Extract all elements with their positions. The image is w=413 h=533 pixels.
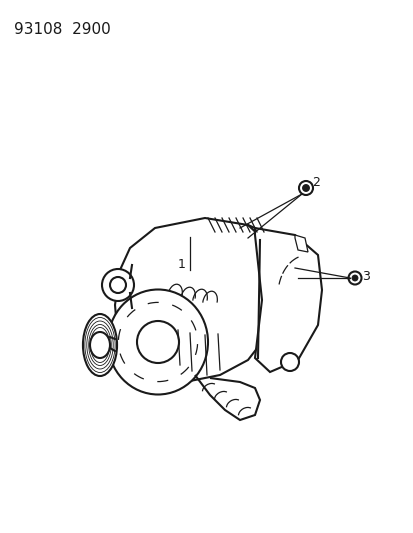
- Text: 93108  2900: 93108 2900: [14, 22, 111, 37]
- Ellipse shape: [137, 321, 178, 363]
- Ellipse shape: [90, 327, 109, 362]
- Text: 1: 1: [178, 257, 185, 271]
- Ellipse shape: [348, 271, 361, 285]
- Ellipse shape: [87, 321, 113, 369]
- Ellipse shape: [108, 289, 207, 394]
- Text: 3: 3: [361, 271, 369, 284]
- Polygon shape: [254, 228, 321, 372]
- Ellipse shape: [88, 325, 111, 366]
- Ellipse shape: [83, 314, 117, 376]
- Ellipse shape: [85, 318, 115, 373]
- Ellipse shape: [110, 277, 126, 293]
- Ellipse shape: [102, 269, 134, 301]
- Text: 2: 2: [311, 176, 319, 190]
- Polygon shape: [294, 235, 307, 252]
- Polygon shape: [115, 218, 271, 382]
- Ellipse shape: [351, 275, 357, 281]
- Ellipse shape: [302, 184, 309, 191]
- Ellipse shape: [280, 353, 298, 371]
- Ellipse shape: [90, 332, 110, 358]
- Ellipse shape: [298, 181, 312, 195]
